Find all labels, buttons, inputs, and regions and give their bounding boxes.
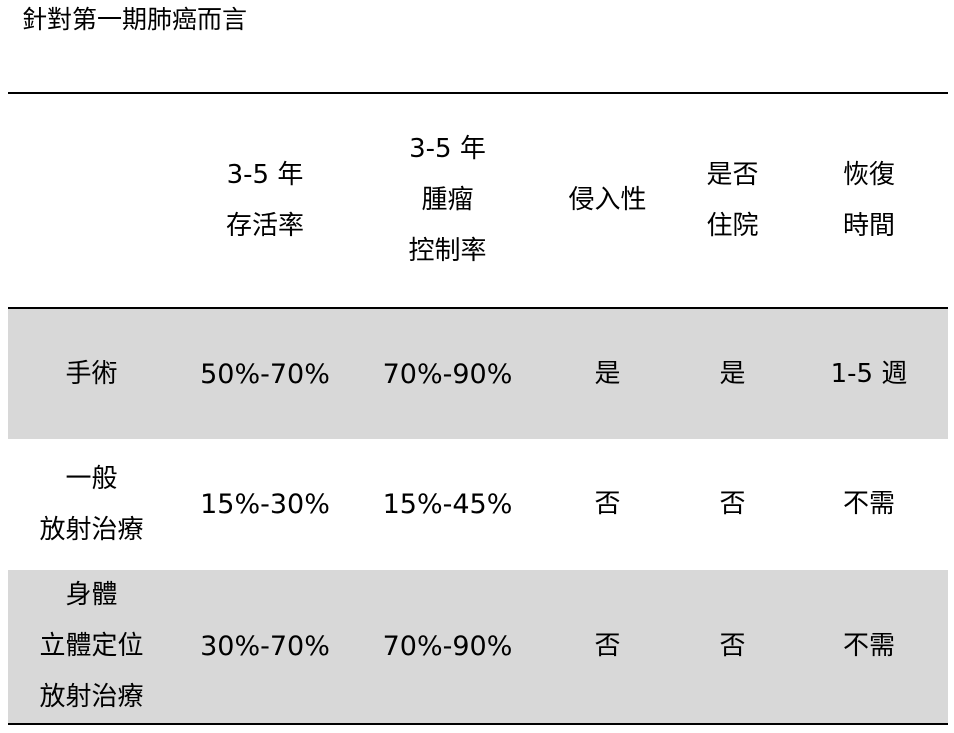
table-row: 身體 立體定位 放射治療 30%-70% 70%-90% 否 否 不需	[8, 570, 948, 724]
header-treatment	[8, 93, 175, 308]
hospitalization: 是	[719, 358, 746, 389]
recovery-time: 不需	[842, 631, 895, 661]
comparison-table: 3-5 年 存活率 3-5 年 腫瘤 控制率 侵入性 是否 住院 恢復 時間 手…	[8, 92, 948, 725]
treatment-name: 一般 放射治療	[39, 463, 144, 545]
hospitalization: 否	[719, 489, 746, 519]
hospitalization: 否	[719, 631, 746, 661]
tumor-control-rate: 70%-90%	[382, 631, 513, 662]
header-tumor-control-rate: 3-5 年 腫瘤 控制率	[408, 134, 487, 266]
treatment-name: 手術	[65, 358, 118, 389]
header-invasive: 侵入性	[568, 185, 647, 215]
survival-rate: 50%-70%	[200, 358, 330, 390]
header-survival-rate: 3-5 年 存活率	[225, 159, 304, 241]
tumor-control-rate: 70%-90%	[382, 358, 513, 390]
header-row: 3-5 年 存活率 3-5 年 腫瘤 控制率 侵入性 是否 住院 恢復 時間	[8, 93, 948, 308]
invasive: 否	[594, 489, 621, 519]
recovery-time: 不需	[842, 489, 895, 519]
table-row: 一般 放射治療 15%-30% 15%-45% 否 否 不需	[8, 439, 948, 570]
invasive: 是	[594, 358, 621, 389]
header-recovery-time: 恢復 時間	[842, 159, 895, 241]
recovery-time: 1-5 週	[830, 358, 908, 389]
treatment-name: 身體 立體定位 放射治療	[39, 580, 144, 712]
tumor-control-rate: 15%-45%	[382, 489, 513, 520]
header-hospitalization: 是否 住院	[706, 159, 759, 241]
survival-rate: 15%-30%	[200, 489, 330, 520]
invasive: 否	[594, 631, 621, 661]
table-row: 手術 50%-70% 70%-90% 是 是 1-5 週	[8, 308, 948, 439]
document-title: 針對第一期肺癌而言	[22, 5, 248, 34]
survival-rate: 30%-70%	[200, 631, 330, 662]
